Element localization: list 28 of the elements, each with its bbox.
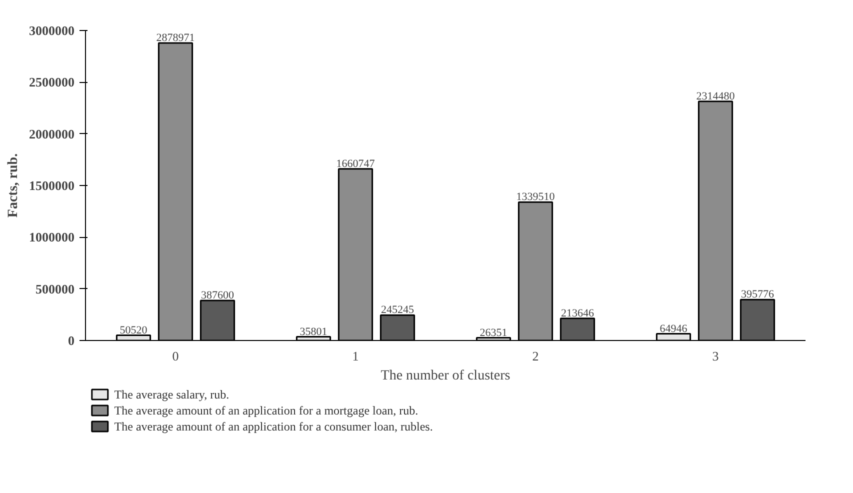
y-tick-label: 2000000 xyxy=(29,126,74,142)
y-tick-label: 3000000 xyxy=(29,23,74,38)
legend-label: The average amount of an application for a mortgage loan, rub. xyxy=(114,404,418,418)
x-tick-label: 0 xyxy=(172,348,179,364)
y-tick-label: 500000 xyxy=(36,281,74,296)
y-axis-title: Facts, rub. xyxy=(6,153,21,218)
x-tick-label: 3 xyxy=(712,348,719,364)
data-label: 2878971 xyxy=(156,32,195,44)
x-tick-label: 1 xyxy=(352,348,359,364)
y-tick-label: 1000000 xyxy=(29,230,74,245)
legend-label: The average amount of an application for a consumer loan, rubles. xyxy=(114,420,433,434)
data-label: 26351 xyxy=(480,326,508,339)
x-tick-label: 2 xyxy=(532,348,539,364)
legend-label: The average salary, rub. xyxy=(114,388,230,402)
data-label: 64946 xyxy=(660,322,688,335)
data-label: 1660747 xyxy=(336,158,376,170)
y-tick-label: 2500000 xyxy=(29,74,74,90)
data-label: 2314480 xyxy=(696,90,736,102)
data-label: 50520 xyxy=(120,324,148,336)
data-label: 387600 xyxy=(201,289,234,302)
data-label: 35801 xyxy=(300,326,328,338)
y-tick-label: 0 xyxy=(68,333,74,348)
data-label: 1339510 xyxy=(516,191,556,204)
data-label: 213646 xyxy=(561,307,594,320)
x-axis-title: The number of clusters xyxy=(380,368,510,384)
y-tick-label: 1500000 xyxy=(29,178,74,193)
data-label: 395776 xyxy=(741,288,774,301)
data-label: 245245 xyxy=(381,304,414,316)
